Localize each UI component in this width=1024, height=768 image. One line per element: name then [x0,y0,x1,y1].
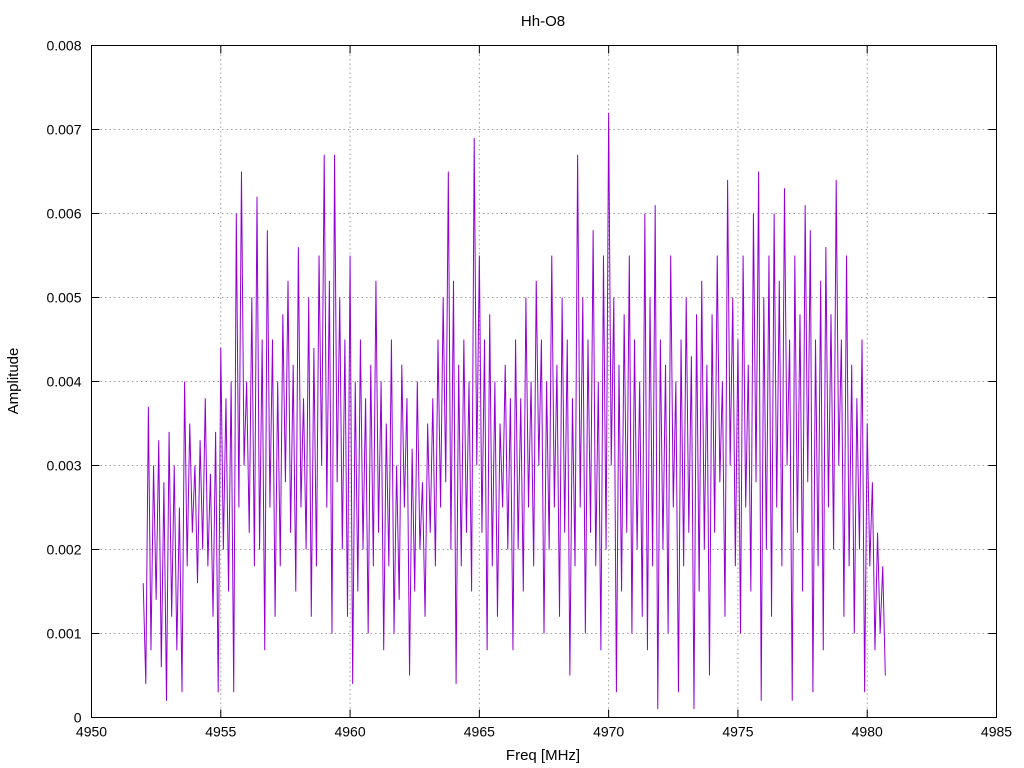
y-tick-label: 0.008 [46,38,81,54]
x-tick-label: 4965 [464,724,495,740]
y-tick-label: 0.006 [46,206,81,222]
y-tick-label: 0.005 [46,290,81,306]
y-tick-label: 0.007 [46,122,81,138]
y-axis-label: Amplitude [5,348,22,415]
x-tick-label: 4985 [981,724,1012,740]
series-trace [142,112,886,710]
x-tick-label: 4960 [334,724,365,740]
y-tick-label: 0 [74,710,82,726]
x-axis-label: Freq [MHz] [506,747,580,764]
x-tick-label: 4955 [205,724,236,740]
y-tick-label: 0.001 [46,626,81,642]
x-tick-label: 4980 [852,724,883,740]
y-tick-label: 0.004 [46,374,81,390]
x-tick-label: 4950 [76,724,107,740]
y-tick-labels: 0 0.001 0.002 0.003 0.004 0.005 0.006 0.007 0.00… [46,38,81,726]
y-tick-label: 0.002 [46,542,81,558]
x-tick-label: 4970 [593,724,624,740]
x-tick-labels: 4950 4955 4960 4965 4970 4975 4980 4985 [76,724,1012,740]
x-tick-label: 4975 [722,724,753,740]
amplitude-series-line [142,112,886,710]
y-tick-label: 0.003 [46,458,81,474]
chart-title: Hh-O8 [521,13,565,30]
axis-ticks [91,45,997,718]
